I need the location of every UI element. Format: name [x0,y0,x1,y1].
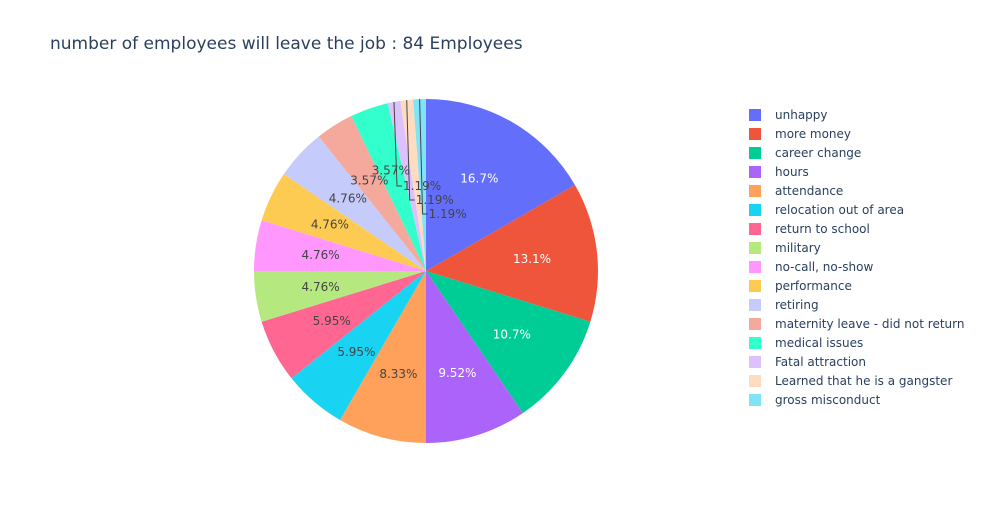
legend-swatch [749,109,761,121]
legend-label: retiring [775,298,819,312]
legend-swatch [749,166,761,178]
legend-label: Learned that he is a gangster [775,374,952,388]
legend-item-medical-issues[interactable]: medical issues [749,336,863,350]
pie-slice-hours[interactable] [426,271,523,443]
pie-slice-performance[interactable] [261,174,426,271]
legend-swatch [749,299,761,311]
pie-labels: 16.7% 13.1% 10.7% 9.52% 8.33% 5.95% 5.95% 4.76%… [302,99,551,381]
legend-label: career change [775,146,861,160]
slice-label-retiring: 4.76% [329,192,367,206]
slice-label-learned-that-he-is-a-gangster: 1.19% [416,193,454,207]
slice-label-performance: 4.76% [311,218,349,232]
legend-item-attendance[interactable]: attendance [749,184,843,198]
legend-swatch [749,375,761,387]
slice-label-no-call-no-show: 4.76% [302,248,340,262]
legend-swatch [749,356,761,368]
leader-line-gross-misconduct [419,99,428,215]
legend-swatch [749,318,761,330]
legend-swatch [749,147,761,159]
legend-label: medical issues [775,336,863,350]
legend-item-no-call-no-show[interactable]: no-call, no-show [749,260,873,274]
legend-swatch [749,337,761,349]
legend-label: return to school [775,222,870,236]
slice-label-maternity-leave-did-not-return: 3.57% [350,174,388,188]
legend-item-return-to-school[interactable]: return to school [749,222,870,236]
legend-item-maternity-leave-did-not-return[interactable]: maternity leave - did not return [749,317,964,331]
slice-label-more-money: 13.1% [513,252,551,266]
legend-item-performance[interactable]: performance [749,279,852,293]
pie-slice-retiring[interactable] [283,136,426,271]
pie-slice-learned-that-he-is-a-gangster[interactable] [400,99,426,271]
slice-label-relocation-out-of-area: 5.95% [337,345,375,359]
pie-slice-relocation-out-of-area[interactable] [291,271,426,420]
legend-swatch [749,185,761,197]
pie-slice-maternity-leave-did-not-return[interactable] [318,116,426,271]
legend-label: performance [775,279,852,293]
slice-label-return-to-school: 5.95% [313,314,351,328]
legend-swatch [749,204,761,216]
legend-item-more-money[interactable]: more money [749,127,851,141]
slice-label-career-change: 10.7% [493,327,531,341]
legend-swatch [749,280,761,292]
legend-label: unhappy [775,108,828,122]
legend-label: attendance [775,184,843,198]
pie-slice-attendance[interactable] [340,271,426,443]
leader-line-learned-that-he-is-a-gangster [406,100,415,201]
pie-slice-unhappy[interactable] [426,99,575,271]
pie-slice-gross-misconduct[interactable] [413,99,426,271]
legend-swatch [749,261,761,273]
pie-slice-medical-issues[interactable] [351,103,426,271]
pie-slice-no-call-no-show[interactable] [254,220,426,271]
slice-label-medical-issues: 3.57% [372,163,410,177]
legend-item-unhappy[interactable]: unhappy [749,108,828,122]
legend-swatch [749,242,761,254]
slice-label-hours: 9.52% [438,366,476,380]
legend-label: gross misconduct [775,393,881,407]
chart-title: number of employees will leave the job :… [50,34,523,54]
legend-label: hours [775,165,809,179]
legend-item-career-change[interactable]: career change [749,146,861,160]
legend-item-learned-that-he-is-a-gangster[interactable]: Learned that he is a gangster [749,374,952,388]
legend-item-relocation-out-of-area[interactable]: relocation out of area [749,203,904,217]
legend: unhappy more money career change hours atten… [749,108,964,407]
legend-item-retiring[interactable]: retiring [749,298,819,312]
legend-swatch [749,394,761,406]
legend-label: maternity leave - did not return [775,317,964,331]
legend-swatch [749,128,761,140]
pie-slice-return-to-school[interactable] [261,271,426,379]
slice-label-gross-misconduct: 1.19% [429,207,467,221]
legend-item-gross-misconduct[interactable]: gross misconduct [749,393,881,407]
pie-slice-career-change[interactable] [426,271,591,414]
legend-label: relocation out of area [775,203,904,217]
legend-item-military[interactable]: military [749,241,821,255]
legend-label: military [775,241,821,255]
leader-line-fatal-attraction [393,101,402,187]
legend-label: Fatal attraction [775,355,866,369]
legend-label: more money [775,127,851,141]
slice-label-military: 4.76% [302,280,340,294]
legend-swatch [749,223,761,235]
legend-item-fatal-attraction[interactable]: Fatal attraction [749,355,866,369]
legend-label: no-call, no-show [775,260,873,274]
legend-item-hours[interactable]: hours [749,165,809,179]
pie-slices [254,99,599,443]
slice-label-attendance: 8.33% [379,367,417,381]
pie-slice-military[interactable] [254,271,426,322]
pie-slice-fatal-attraction[interactable] [387,100,426,271]
pie-slice-more-money[interactable] [426,185,599,322]
slice-label-unhappy: 16.7% [460,172,498,186]
